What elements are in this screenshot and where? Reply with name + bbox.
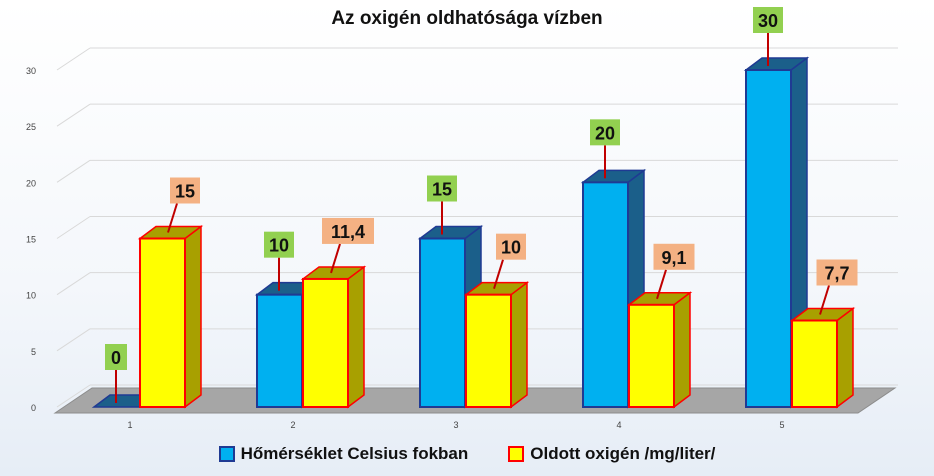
y-tick-label-5: 25 [26, 122, 36, 132]
data-label-series-1-0: 0 [111, 348, 121, 368]
x-tick-label-4: 5 [779, 420, 784, 430]
x-tick-label-1: 2 [290, 420, 295, 430]
legend-label-series-2: Oldott oxigén /mg/liter/ [530, 444, 716, 463]
bar-series-2-3 [628, 303, 675, 409]
data-label-series-2-1-bg [322, 217, 374, 244]
gridline-diag-5 [56, 103, 91, 127]
data-label-series-2-0-bg [170, 177, 200, 204]
leader-series-2-2 [493, 259, 504, 289]
x-tick-label-2: 3 [453, 420, 458, 430]
data-label-series-2-3-bg [653, 243, 695, 270]
bar-series-2-4 [791, 319, 838, 408]
bar-series-2-3-side [673, 291, 691, 409]
bar-series-1-1 [256, 293, 303, 408]
bar-series-2-4-side [836, 307, 854, 409]
legend-swatch-series-1 [218, 446, 235, 462]
bar-series-2-2-side [510, 281, 528, 409]
gridline-diag-1 [56, 328, 91, 352]
chart-legend: Hőmérséklet Celsius fokban Oldott oxigén… [0, 444, 934, 464]
y-tick-label-1: 5 [31, 347, 36, 357]
y-tick-label-6: 30 [26, 66, 36, 76]
gridline-diag-0 [56, 384, 91, 408]
leader-series-2-3 [656, 269, 667, 300]
data-label-series-2-4: 7,7 [824, 264, 849, 284]
data-label-series-2-2-bg [496, 233, 526, 260]
bar-series-2-0-side [184, 225, 202, 409]
data-label-series-1-3-bg [590, 119, 620, 146]
gridline-diag-4 [56, 159, 91, 183]
leader-series-2-0 [167, 203, 178, 233]
bar-series-2-1-side [347, 265, 365, 409]
data-label-series-1-2: 15 [432, 180, 452, 200]
y-tick-label-3: 15 [26, 235, 36, 245]
legend-swatch-series-2 [508, 446, 525, 462]
bar-series-1-2 [419, 237, 466, 408]
leader-series-2-1 [330, 243, 341, 274]
bar-series-2-1 [302, 277, 349, 408]
chart-title: Az oxigén oldhatósága vízben [331, 8, 603, 29]
data-label-series-1-1-bg [264, 231, 294, 258]
x-tick-label-0: 1 [127, 420, 132, 430]
data-label-series-1-3: 20 [595, 123, 615, 143]
bar-series-1-4 [745, 69, 792, 408]
y-tick-label-4: 20 [26, 178, 36, 188]
gridline-diag-3 [56, 216, 91, 239]
gridline-diag-6 [56, 47, 91, 71]
legend-label-series-1: Hőmérséklet Celsius fokban [240, 444, 469, 463]
legend-item-series-1: Hőmérséklet Celsius fokban [218, 444, 469, 464]
bar-series-1-3 [582, 181, 629, 408]
data-label-series-2-3: 9,1 [661, 248, 686, 268]
data-label-series-1-1: 10 [269, 236, 289, 256]
data-label-series-1-0-bg [105, 344, 127, 370]
bar-series-2-0 [139, 237, 186, 408]
data-label-series-2-4-bg [816, 259, 858, 286]
data-label-series-1-2-bg [427, 175, 457, 202]
data-label-series-1-4-bg [753, 7, 783, 33]
leader-series-2-4 [819, 285, 830, 315]
data-label-series-2-0: 15 [175, 182, 195, 202]
bar-series-2-2 [465, 293, 512, 408]
gridline-diag-2 [56, 272, 91, 296]
y-tick-label-0: 0 [31, 403, 36, 413]
x-tick-label-3: 4 [616, 420, 621, 430]
data-label-series-1-4: 30 [758, 11, 778, 31]
y-tick-label-2: 10 [26, 291, 36, 301]
data-label-series-2-1: 11,4 [331, 222, 365, 242]
legend-item-series-2: Oldott oxigén /mg/liter/ [508, 444, 715, 464]
data-label-series-2-2: 10 [501, 238, 521, 258]
